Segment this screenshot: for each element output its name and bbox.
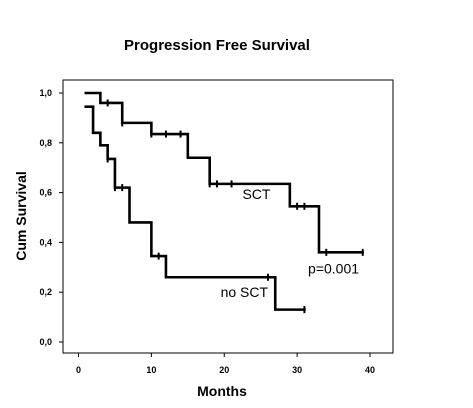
plot-frame [62,79,394,354]
y-tick-label: 0,8 [39,138,52,148]
x-tick-label: 40 [365,365,375,375]
y-tick-label: 1,0 [39,88,52,98]
y-tick-label: 0,4 [39,237,52,247]
x-tick-label: 30 [292,365,302,375]
x-tick-label: 20 [219,365,229,375]
survival-curve-no-sct [84,105,306,311]
chart-annotation: p=0.001 [308,261,359,277]
y-axis-label: Cum Survival [13,171,29,260]
chart-annotation: no SCT [221,284,269,300]
x-tick-label: 0 [76,365,81,375]
series-no-sct [84,105,306,314]
survival-curve-sct [84,91,365,254]
x-axis: 0 10 20 30 40 [76,353,375,375]
chart-annotation: SCT [242,186,270,202]
annotations: SCT p=0.001 no SCT [221,186,360,300]
x-axis-label: Months [197,383,247,399]
series-layer [84,91,365,314]
series-sct [84,91,365,256]
chart-title: Progression Free Survival [124,37,310,54]
y-tick-label: 0,2 [39,287,52,297]
x-tick-label: 10 [146,365,156,375]
y-tick-label: 0,0 [39,337,52,347]
y-axis: 0,0 0,2 0,4 0,6 0,8 1,0 [39,88,63,347]
y-tick-label: 0,6 [39,188,52,198]
